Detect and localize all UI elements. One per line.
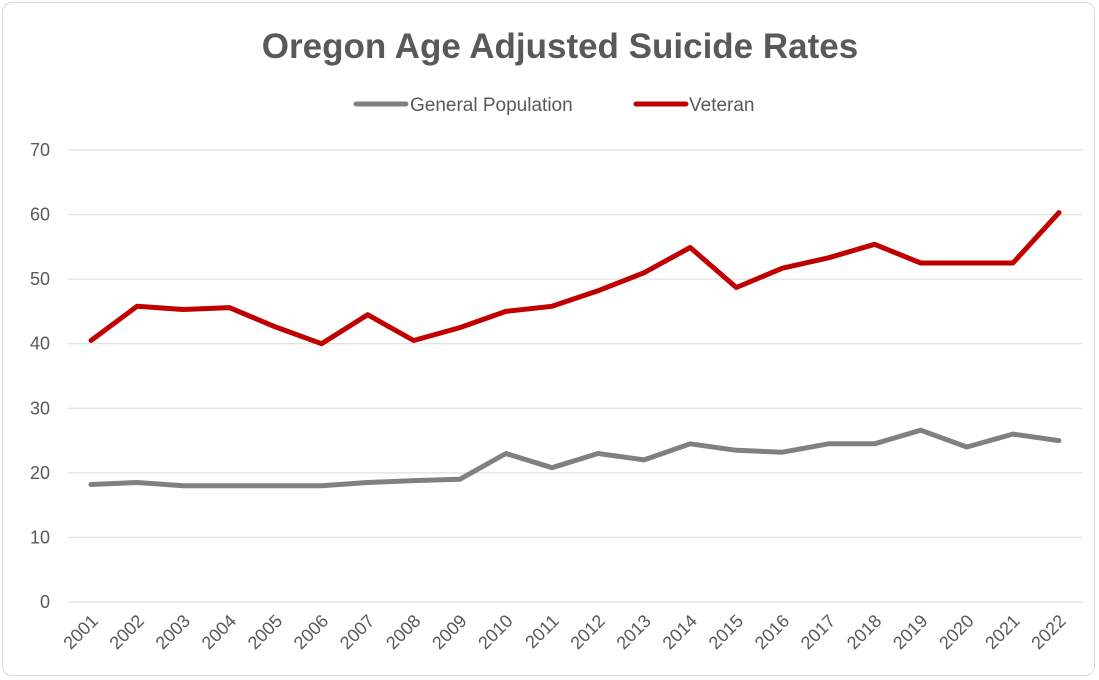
x-tick-label: 2014 [659, 611, 701, 653]
legend-label-veteran: Veteran [689, 95, 755, 116]
y-tick-label: 40 [30, 334, 50, 354]
x-tick-label: 2015 [705, 611, 747, 653]
x-tick-label: 2018 [843, 611, 885, 653]
x-tick-label: 2007 [336, 611, 378, 653]
y-tick-label: 20 [30, 463, 50, 483]
y-tick-label: 60 [30, 205, 50, 225]
x-tick-label: 2008 [382, 611, 424, 653]
x-tick-label: 2005 [244, 611, 286, 653]
chart-title: Oregon Age Adjusted Suicide Rates [262, 27, 858, 66]
legend-label-general-population: General Population [410, 95, 573, 116]
legend: General Population Veteran [353, 95, 755, 116]
x-tick-label: 2006 [290, 611, 332, 653]
y-tick-label: 70 [30, 140, 50, 160]
gridlines [68, 149, 1082, 603]
x-tick-label: 2021 [981, 611, 1023, 653]
x-tick-label: 2010 [474, 611, 516, 653]
x-tick-label: 2003 [152, 611, 194, 653]
x-tick-label: 2019 [889, 611, 931, 653]
x-tick-label: 2016 [751, 611, 793, 653]
x-tick-label: 2012 [566, 611, 608, 653]
y-tick-label: 50 [30, 269, 50, 289]
x-tick-label: 2020 [935, 611, 977, 653]
series-line-veteran [88, 210, 1062, 347]
x-axis-ticks: 2001 2002 2003 2004 2005 2006 2007 2008 2009 2010… [59, 611, 1069, 653]
y-tick-label: 10 [30, 527, 50, 547]
x-tick-label: 2011 [521, 611, 563, 653]
x-tick-label: 2017 [797, 611, 839, 653]
x-tick-label: 2022 [1027, 611, 1069, 653]
series-line-general-population [88, 427, 1062, 489]
x-tick-label: 2009 [428, 611, 470, 653]
y-tick-label: 30 [30, 398, 50, 418]
x-tick-label: 2013 [613, 611, 655, 653]
series-lines [88, 210, 1062, 489]
y-tick-label: 0 [40, 592, 50, 612]
x-tick-label: 2002 [106, 611, 148, 653]
x-tick-label: 2004 [198, 611, 240, 653]
x-tick-label: 2001 [59, 611, 101, 653]
y-axis-ticks: 0 10 20 30 40 50 60 70 [30, 140, 50, 612]
